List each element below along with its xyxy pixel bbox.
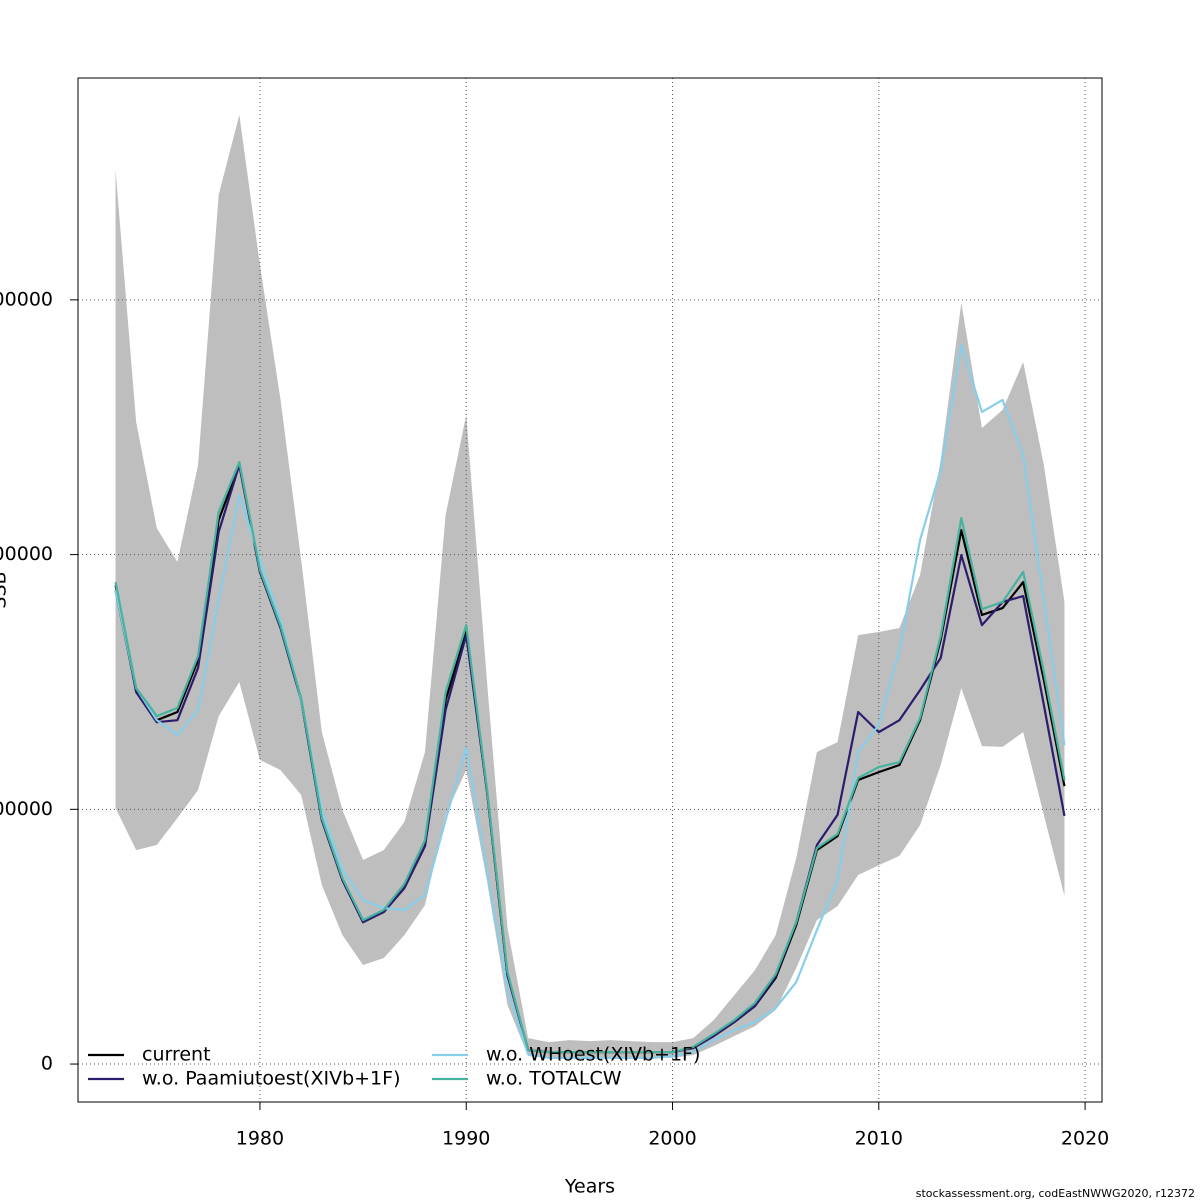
plot-frame xyxy=(77,77,1103,1103)
x-axis-label: Years xyxy=(564,1176,615,1198)
x-tick-label: 2010 xyxy=(855,1128,903,1150)
footer: stockassessment.org, codEastNWWG2020, r1… xyxy=(916,1187,1195,1200)
x-tick-label: 1990 xyxy=(442,1128,490,1150)
series-line xyxy=(114,461,1066,1054)
confidence-band xyxy=(115,114,1065,1058)
y-tick-label: 100000 xyxy=(0,798,53,820)
y-tick-label: 0 xyxy=(41,1053,53,1075)
legend-label: w.o. TOTALCW xyxy=(486,1068,622,1090)
y-axis-label: SSB xyxy=(0,571,11,608)
legend-label: w.o. Paamiutoest(XIVb+1F) xyxy=(142,1068,400,1090)
x-tick-label: 1980 xyxy=(236,1128,284,1150)
legend-label: current xyxy=(142,1044,211,1066)
series-line xyxy=(114,343,1066,1060)
x-tick-label: 2000 xyxy=(648,1128,696,1150)
legend-label: w.o. WHoest(XIVb+1F) xyxy=(486,1044,700,1066)
y-tick-label: 300000 xyxy=(0,288,53,310)
x-tick-label: 2020 xyxy=(1061,1128,1109,1150)
